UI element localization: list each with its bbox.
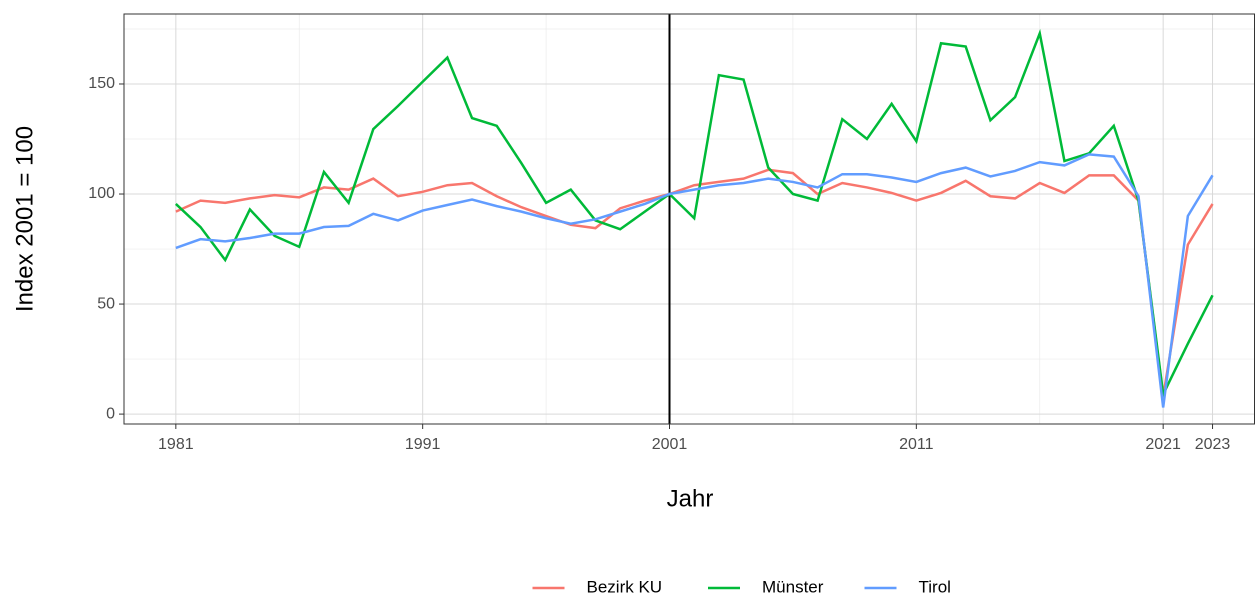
line-series <box>175 153 1214 408</box>
x-tick-label: 1991 <box>405 436 441 453</box>
legend-label: Tirol <box>919 577 951 596</box>
x-tick-label: 2001 <box>652 436 688 453</box>
legend-label: Bezirk KU <box>587 577 663 596</box>
x-tick-label: 2011 <box>899 436 934 453</box>
x-tick-label: 2021 <box>1145 436 1181 453</box>
line-series <box>175 168 1214 397</box>
x-tick-label: 1981 <box>158 436 194 453</box>
y-axis-title: Index 2001 = 100 <box>11 126 38 312</box>
y-tick-label: 0 <box>106 405 115 422</box>
panel-border <box>123 13 1255 425</box>
x-tick-label: 2023 <box>1195 436 1231 453</box>
legend-label: Münster <box>762 577 824 596</box>
y-tick-label: 150 <box>88 75 115 92</box>
y-tick-label: 50 <box>97 295 115 312</box>
y-tick-label: 100 <box>88 185 115 202</box>
x-axis-title: Jahr <box>667 485 714 512</box>
line-series <box>174 28 1214 399</box>
